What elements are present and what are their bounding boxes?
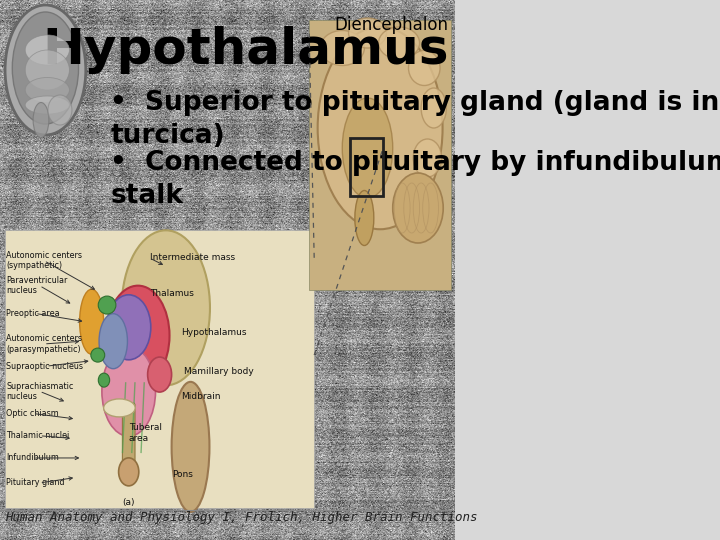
Ellipse shape bbox=[5, 5, 86, 135]
Ellipse shape bbox=[413, 139, 441, 177]
Text: Diencephalon: Diencephalon bbox=[334, 16, 448, 34]
Text: Thalamus: Thalamus bbox=[150, 289, 194, 299]
Ellipse shape bbox=[392, 173, 444, 243]
Text: Hypothalamus: Hypothalamus bbox=[42, 26, 449, 74]
Text: Optic chiasm: Optic chiasm bbox=[6, 409, 59, 418]
Text: Paraventricular
nucleus: Paraventricular nucleus bbox=[6, 276, 68, 295]
Ellipse shape bbox=[25, 78, 69, 103]
Bar bbox=[350, 138, 382, 196]
Text: Supraoptic nucleus: Supraoptic nucleus bbox=[6, 362, 84, 371]
Ellipse shape bbox=[99, 373, 109, 387]
Ellipse shape bbox=[318, 27, 443, 230]
Text: Intermediate mass: Intermediate mass bbox=[150, 253, 235, 262]
Text: Pituitary gland: Pituitary gland bbox=[6, 478, 65, 488]
FancyBboxPatch shape bbox=[122, 403, 135, 462]
Ellipse shape bbox=[104, 399, 135, 417]
Ellipse shape bbox=[102, 346, 156, 436]
Ellipse shape bbox=[320, 30, 364, 65]
Ellipse shape bbox=[107, 295, 150, 360]
Text: Hypothalamus: Hypothalamus bbox=[181, 328, 247, 338]
Ellipse shape bbox=[98, 296, 116, 314]
Text: Autonomic centers
(parasympathetic): Autonomic centers (parasympathetic) bbox=[6, 334, 82, 354]
Ellipse shape bbox=[408, 51, 440, 85]
Text: Mamillary body: Mamillary body bbox=[184, 367, 254, 376]
Ellipse shape bbox=[91, 348, 104, 362]
Ellipse shape bbox=[148, 357, 171, 392]
Ellipse shape bbox=[171, 382, 210, 512]
Ellipse shape bbox=[25, 96, 69, 114]
Text: Midbrain: Midbrain bbox=[181, 392, 221, 401]
Ellipse shape bbox=[25, 50, 69, 90]
Ellipse shape bbox=[25, 35, 69, 65]
Ellipse shape bbox=[355, 191, 374, 246]
Text: Preoptic area: Preoptic area bbox=[6, 309, 60, 318]
Ellipse shape bbox=[80, 289, 104, 354]
Ellipse shape bbox=[348, 18, 387, 48]
Ellipse shape bbox=[12, 12, 78, 124]
Ellipse shape bbox=[119, 458, 139, 486]
Text: (a): (a) bbox=[122, 498, 135, 507]
Text: Pons: Pons bbox=[172, 470, 193, 479]
FancyBboxPatch shape bbox=[5, 230, 314, 508]
FancyBboxPatch shape bbox=[309, 20, 451, 290]
Ellipse shape bbox=[421, 88, 446, 128]
Text: •  Superior to pituitary gland (gland is in sella
turcica): • Superior to pituitary gland (gland is … bbox=[110, 90, 720, 149]
Text: Thalamic nuclei: Thalamic nuclei bbox=[6, 431, 70, 440]
Ellipse shape bbox=[33, 103, 49, 138]
Ellipse shape bbox=[122, 231, 210, 386]
Text: Human Anatomy and Physiology I, Frolich, Higher Brain Functions: Human Anatomy and Physiology I, Frolich,… bbox=[5, 511, 477, 524]
Text: Tuberal
area: Tuberal area bbox=[129, 423, 162, 443]
Ellipse shape bbox=[48, 95, 72, 125]
Ellipse shape bbox=[379, 27, 420, 59]
Text: Infundibulum: Infundibulum bbox=[6, 454, 59, 462]
Text: Autonomic centers
(sympathetic): Autonomic centers (sympathetic) bbox=[6, 251, 82, 271]
Text: •  Connected to pituitary by infundibulum
stalk: • Connected to pituitary by infundibulum… bbox=[110, 150, 720, 209]
Text: Suprachiasmatic
nucleus: Suprachiasmatic nucleus bbox=[6, 382, 73, 401]
Ellipse shape bbox=[99, 314, 127, 369]
Ellipse shape bbox=[342, 98, 392, 198]
Ellipse shape bbox=[107, 286, 169, 386]
